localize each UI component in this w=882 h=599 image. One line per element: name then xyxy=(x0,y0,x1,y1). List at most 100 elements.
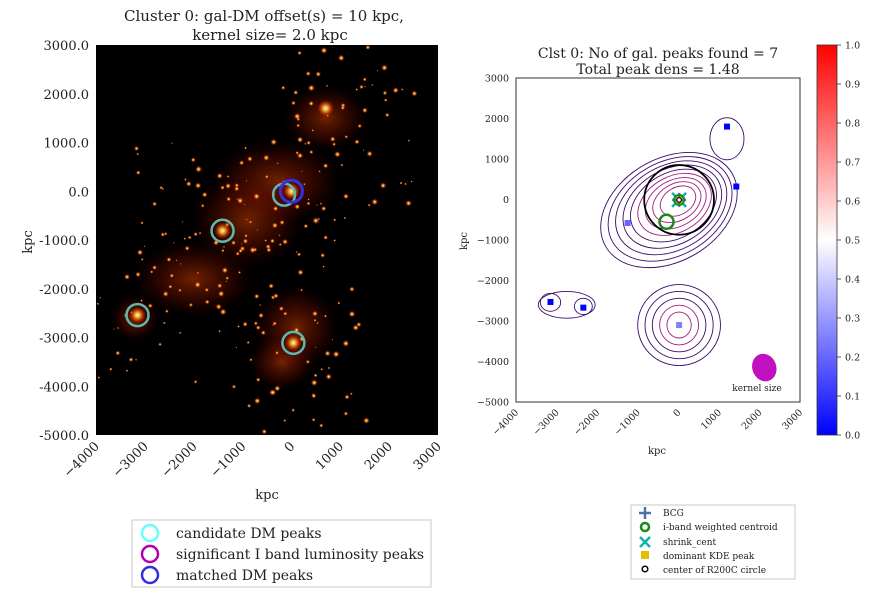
galaxy-dot xyxy=(344,134,349,139)
colorbar-tick-label: 0.2 xyxy=(845,353,860,364)
galaxy-dot xyxy=(278,305,285,312)
galaxy-dot xyxy=(295,250,298,254)
galaxy-dot xyxy=(183,177,187,181)
galaxy-dot xyxy=(274,385,281,392)
galaxy-dot xyxy=(204,299,210,305)
galaxy-dot xyxy=(343,216,347,220)
galaxy-dot xyxy=(181,220,184,223)
galaxy-dot xyxy=(225,280,228,283)
galaxy-dot xyxy=(262,154,270,162)
galaxy-dot xyxy=(194,182,202,189)
galaxy-dot xyxy=(149,270,154,274)
galaxy-dot xyxy=(362,149,365,152)
left-x-tick-label: 1000 xyxy=(313,439,347,473)
right-x-tick-label: −2000 xyxy=(572,407,603,438)
left-panel: Cluster 0: gal-DM offset(s) = 10 kpc, ke… xyxy=(21,7,445,588)
kde-contour xyxy=(659,185,697,217)
galaxy-dot xyxy=(282,238,289,245)
legend-shrink-marker xyxy=(639,536,651,548)
galaxy-dot xyxy=(193,379,198,384)
galaxy-dot xyxy=(96,302,100,306)
galaxy-dot xyxy=(306,201,311,206)
galaxy-dot xyxy=(303,223,309,229)
galaxy-dot xyxy=(364,85,366,88)
candidate-dm-peak xyxy=(125,302,150,328)
galaxy-dot xyxy=(320,205,327,212)
galaxy-dot xyxy=(324,350,331,357)
left-x-tick-label: −3000 xyxy=(110,439,152,481)
galaxy-dot xyxy=(283,418,287,423)
galaxy-dot xyxy=(309,149,314,155)
galaxy-dot xyxy=(253,293,260,300)
legend-significant-marker xyxy=(140,544,160,564)
legend-significant-label: significant I band luminosity peaks xyxy=(176,547,424,563)
colorbar-tick-label: 1.0 xyxy=(845,41,860,52)
left-legend: candidate DM peaks significant I band lu… xyxy=(131,519,432,588)
galaxy-dot xyxy=(359,84,364,90)
legend-kde-marker xyxy=(641,551,649,559)
kde-contour xyxy=(644,177,707,230)
galaxy-dot xyxy=(320,367,324,371)
galaxy-dot xyxy=(349,286,355,292)
galaxy-dot xyxy=(238,248,243,254)
right-legend-box xyxy=(630,504,796,580)
galaxy-dot xyxy=(329,136,336,143)
galaxy-dot xyxy=(204,287,210,293)
galaxy-dot xyxy=(307,84,315,92)
galaxy-dot xyxy=(355,87,359,92)
galaxy-dot xyxy=(382,90,388,96)
legend-bcg-label: BCG xyxy=(663,509,684,519)
kde-contour xyxy=(573,297,593,315)
legend-bcg-marker xyxy=(639,507,651,519)
kde-contour xyxy=(637,172,712,236)
right-x-tick-label: −4000 xyxy=(491,407,522,438)
matched-dm-peak xyxy=(278,178,304,204)
left-x-tick-label: −4000 xyxy=(61,439,103,481)
right-y-tick-label: 0 xyxy=(503,195,509,206)
galaxy-dot xyxy=(270,138,278,146)
galaxy-dot xyxy=(244,233,249,238)
galaxy-dot xyxy=(222,245,226,249)
galaxy-dot xyxy=(297,269,304,276)
galaxy-dot xyxy=(357,123,363,129)
galaxy-dot xyxy=(162,290,169,298)
kernel-size-annotation: kernel size xyxy=(732,384,782,394)
galaxy-dot xyxy=(172,241,175,244)
kde-contour xyxy=(607,156,733,262)
galaxy-dot xyxy=(290,100,296,106)
galaxy-dot xyxy=(354,139,360,145)
galaxy-dot xyxy=(322,163,329,169)
galaxy-dot xyxy=(240,243,243,245)
left-x-tick-label: −2000 xyxy=(159,439,201,481)
galaxy-dot xyxy=(147,303,153,309)
colorbar-tick-label: 0.0 xyxy=(845,431,860,442)
galaxy-dot xyxy=(246,403,252,409)
galaxy-dot xyxy=(320,46,328,54)
galaxy-dot xyxy=(242,238,249,245)
colorbar-tick-label: 0.7 xyxy=(845,158,860,169)
galaxy-dot xyxy=(293,112,301,120)
galaxy-dot xyxy=(309,438,313,442)
galaxy-dot xyxy=(340,163,344,167)
galaxy-dot xyxy=(253,397,261,405)
right-y-tick-label: −3000 xyxy=(477,317,509,328)
galaxy-dot xyxy=(291,408,296,413)
galaxy-dot xyxy=(140,221,144,225)
galaxy-dot xyxy=(404,182,407,186)
galaxy-dot xyxy=(276,162,279,165)
galaxy-dot xyxy=(116,326,120,330)
kde-contour xyxy=(644,290,714,360)
galaxy-dot xyxy=(201,191,208,198)
right-x-tick-label: −1000 xyxy=(612,407,643,438)
galaxy-dot xyxy=(220,185,225,191)
galaxy-dot xyxy=(332,142,337,147)
galaxy-dot xyxy=(327,366,331,370)
legend-centroid-label: i-band weighted centroid xyxy=(663,523,778,533)
galaxy-dot xyxy=(218,329,221,333)
kde-contour xyxy=(622,164,723,249)
galaxy-dot xyxy=(400,88,404,91)
right-title-line1: Clst 0: No of gal. peaks found = 7 xyxy=(538,46,778,62)
galaxy-dot xyxy=(313,318,317,322)
galaxy-dot xyxy=(200,203,205,208)
right-y-tick-label: 2000 xyxy=(485,114,509,125)
